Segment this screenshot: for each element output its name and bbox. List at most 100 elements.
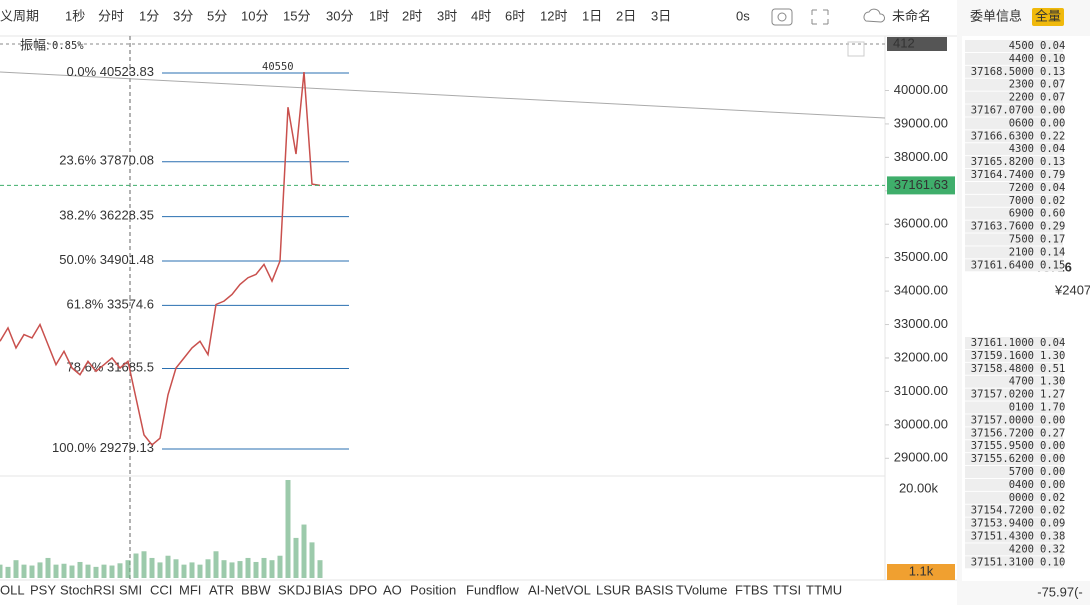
interval-button[interactable]: 3日 bbox=[651, 8, 671, 23]
row-bg bbox=[965, 194, 1063, 207]
indicator-tab[interactable]: Position bbox=[410, 582, 456, 597]
ob-amount: 0.09 bbox=[1040, 518, 1065, 530]
y-tick-label: 40000.00 bbox=[894, 82, 948, 97]
ob-price: 4400 bbox=[1009, 53, 1034, 65]
ob-price: 37157.0000 bbox=[971, 414, 1034, 426]
volume-bar bbox=[149, 557, 155, 578]
fiat-price: ¥2407 bbox=[1054, 282, 1090, 297]
row-bg bbox=[965, 169, 1063, 181]
fib-price: 34901.48 bbox=[100, 252, 154, 267]
ob-amount: 0.29 bbox=[1040, 221, 1065, 233]
interval-button[interactable]: 12时 bbox=[540, 8, 567, 23]
ob-price: 4700 bbox=[1009, 376, 1034, 388]
interval-button[interactable]: 1秒 bbox=[65, 8, 85, 23]
interval-button[interactable]: 3分 bbox=[173, 8, 193, 23]
indicator-tab[interactable]: MFI bbox=[179, 582, 201, 597]
volume-bar bbox=[0, 564, 3, 578]
cloud-icon[interactable] bbox=[863, 8, 885, 23]
row-bg bbox=[965, 517, 1063, 530]
row-bg bbox=[965, 478, 1063, 491]
ob-amount: 0.79 bbox=[1040, 169, 1065, 181]
ob-price: 37151.3100 bbox=[971, 556, 1034, 568]
volume-tick-label: 20.00k bbox=[899, 480, 939, 495]
fullscreen-icon[interactable] bbox=[847, 41, 865, 57]
interval-button[interactable]: 分时 bbox=[98, 8, 124, 23]
volume-bar bbox=[13, 560, 19, 578]
mode-badge[interactable] bbox=[1032, 8, 1064, 26]
indicator-tab[interactable]: Fundflow bbox=[466, 582, 519, 597]
ob-amount: 0.51 bbox=[1040, 363, 1065, 375]
indicator-tab[interactable]: TTSI bbox=[773, 582, 801, 597]
fib-level: 61.8% bbox=[67, 297, 104, 312]
fib-level: 50.0% bbox=[59, 252, 96, 267]
row-bg bbox=[965, 78, 1063, 91]
ob-amount: 0.15 bbox=[1040, 259, 1065, 271]
camera-icon[interactable] bbox=[771, 8, 793, 26]
ob-amount: 0.04 bbox=[1040, 40, 1065, 52]
trend-line[interactable] bbox=[0, 71, 886, 119]
y-tick-label: 32000.00 bbox=[894, 349, 948, 364]
indicator-tab[interactable]: FTBS bbox=[735, 582, 769, 597]
interval-button[interactable]: 15分 bbox=[283, 8, 310, 23]
fib-label: 23.6% 37870.08 bbox=[59, 153, 154, 168]
ob-amount: 1.70 bbox=[1040, 402, 1065, 414]
current-price-box bbox=[887, 176, 955, 195]
interval-button[interactable]: 1时 bbox=[369, 8, 389, 23]
interval-button[interactable]: 2日 bbox=[616, 8, 636, 23]
indicator-tab[interactable]: TTMU bbox=[806, 582, 842, 597]
indicator-tab[interactable]: ATR bbox=[209, 582, 234, 597]
volume-last-box bbox=[887, 564, 955, 580]
ob-amount: 0.13 bbox=[1040, 66, 1065, 78]
timer[interactable]: 0s bbox=[736, 8, 750, 23]
row-bg bbox=[965, 207, 1063, 220]
interval-button[interactable]: 2时 bbox=[402, 8, 422, 23]
ob-price: 37154.7200 bbox=[971, 505, 1034, 517]
expand-icon[interactable] bbox=[811, 9, 829, 25]
indicator-tab[interactable]: PSY bbox=[30, 582, 56, 597]
top-price-label: 412 bbox=[893, 35, 915, 50]
volume-bar bbox=[141, 551, 147, 578]
indicator-tab[interactable]: StochRSI bbox=[60, 582, 115, 597]
interval-button[interactable]: 3时 bbox=[437, 8, 457, 23]
mode[interactable]: 全量 bbox=[1035, 8, 1061, 23]
row-bg bbox=[965, 349, 1063, 362]
interval-button[interactable]: 5分 bbox=[207, 8, 227, 23]
indicator-tab[interactable]: OLL bbox=[0, 582, 25, 597]
ob-amount: 0.02 bbox=[1040, 195, 1065, 207]
volume-bar bbox=[253, 561, 259, 578]
fib-label: 61.8% 33574.6 bbox=[67, 297, 155, 312]
ob-amount: 0.27 bbox=[1040, 427, 1065, 439]
indicator-tab[interactable]: AI-NetVOL bbox=[528, 582, 591, 597]
ob-amount: 0.32 bbox=[1040, 543, 1065, 555]
indicator-tab[interactable]: BASIS bbox=[635, 582, 674, 597]
indicator-tab[interactable]: CCI bbox=[150, 582, 172, 597]
volume-bar bbox=[309, 542, 315, 578]
interval-button[interactable]: 1分 bbox=[139, 8, 159, 23]
indicator-tab[interactable]: AO bbox=[383, 582, 402, 597]
interval-button[interactable]: 4时 bbox=[471, 8, 491, 23]
indicator-tab[interactable]: SMI bbox=[119, 582, 142, 597]
indicator-tab[interactable]: LSUR bbox=[596, 582, 631, 597]
interval-button[interactable]: 10分 bbox=[241, 8, 268, 23]
y-tick-label: 29000.00 bbox=[894, 450, 948, 465]
interval-button[interactable]: 30分 bbox=[326, 8, 353, 23]
indicator-tab[interactable]: TVolume bbox=[676, 582, 727, 597]
interval-button[interactable]: 6时 bbox=[505, 8, 525, 23]
row-bg bbox=[965, 362, 1063, 375]
ob-amount: 0.17 bbox=[1040, 234, 1065, 246]
row-bg bbox=[965, 65, 1063, 78]
ob-price: 37161.6400 bbox=[971, 259, 1034, 271]
ob-amount: 0.04 bbox=[1040, 337, 1065, 349]
indicator-tab[interactable]: BIAS bbox=[313, 582, 343, 597]
interval-button[interactable]: 1日 bbox=[582, 8, 602, 23]
interval-button[interactable]: 义周期 bbox=[0, 8, 39, 23]
volume-bar bbox=[85, 564, 91, 578]
indicator-tab[interactable]: SKDJ bbox=[278, 582, 311, 597]
layout-name[interactable]: 未命名 bbox=[892, 8, 931, 23]
indicator-tab[interactable]: BBW bbox=[241, 582, 271, 597]
indicator-tab[interactable]: DPO bbox=[349, 582, 377, 597]
ob-price: 37161.1000 bbox=[971, 337, 1034, 349]
ob-amount: 0.07 bbox=[1040, 92, 1065, 104]
ob-price: 2200 bbox=[1009, 92, 1034, 104]
